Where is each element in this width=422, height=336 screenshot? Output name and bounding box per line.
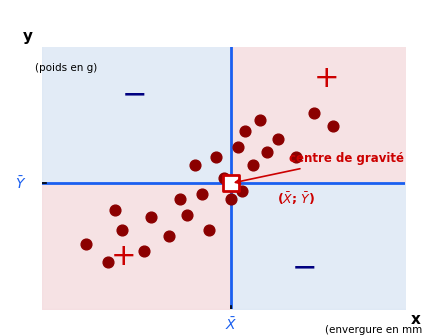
Point bbox=[311, 110, 318, 115]
Point bbox=[275, 136, 281, 141]
Point bbox=[191, 162, 198, 168]
Text: $+$: $+$ bbox=[110, 242, 134, 271]
Point bbox=[148, 215, 154, 220]
Point bbox=[206, 228, 213, 233]
Point bbox=[227, 181, 234, 186]
Point bbox=[111, 207, 118, 212]
Text: centre de gravité: centre de gravité bbox=[235, 152, 404, 184]
Point bbox=[104, 259, 111, 265]
Point bbox=[293, 155, 300, 160]
Point bbox=[177, 196, 184, 202]
Text: $\bar{X}$: $\bar{X}$ bbox=[225, 317, 237, 333]
Point bbox=[184, 212, 191, 217]
Text: $-$: $-$ bbox=[121, 80, 145, 109]
Text: $+$: $+$ bbox=[313, 64, 338, 93]
Point bbox=[242, 128, 249, 134]
Point bbox=[213, 155, 220, 160]
Text: $\bar{Y}$: $\bar{Y}$ bbox=[15, 175, 26, 192]
Point bbox=[198, 191, 205, 197]
Point bbox=[249, 162, 256, 168]
Point bbox=[238, 188, 245, 194]
Point bbox=[264, 149, 271, 155]
Text: ($\bar{X}$; $\bar{Y}$): ($\bar{X}$; $\bar{Y}$) bbox=[277, 191, 315, 207]
Text: Répartition en 4 zones et centre de gravité: Répartition en 4 zones et centre de grav… bbox=[25, 12, 397, 28]
Text: x: x bbox=[411, 312, 421, 327]
Point bbox=[119, 228, 125, 233]
Point bbox=[220, 175, 227, 181]
Point bbox=[235, 144, 241, 149]
Text: (poids en g): (poids en g) bbox=[35, 63, 97, 73]
Point bbox=[141, 249, 147, 254]
Point bbox=[329, 123, 336, 128]
Text: y: y bbox=[23, 29, 32, 44]
Point bbox=[257, 118, 263, 123]
Point bbox=[227, 196, 234, 202]
Text: $-$: $-$ bbox=[291, 253, 316, 282]
Point bbox=[82, 241, 89, 246]
Point bbox=[166, 233, 173, 239]
Text: (envergure en mm): (envergure en mm) bbox=[325, 325, 422, 335]
